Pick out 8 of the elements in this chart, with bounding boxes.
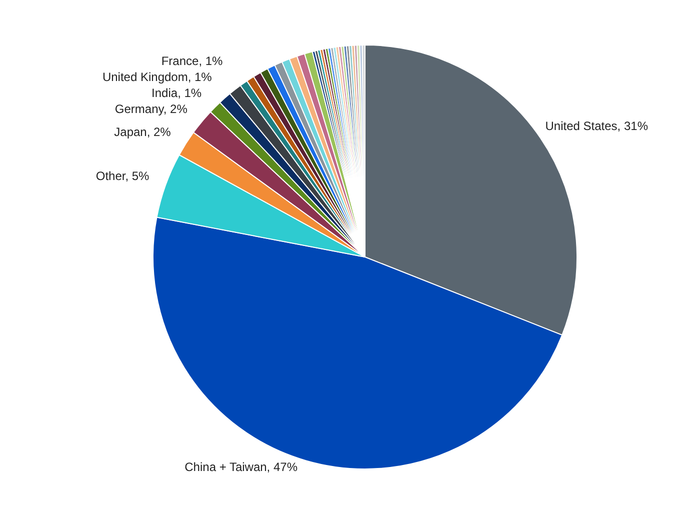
slice-label: Germany, 2%	[114, 102, 188, 116]
slice-label: India, 1%	[152, 86, 202, 100]
slice-label: United States, 31%	[545, 119, 648, 134]
slice-label: United Kingdom, 1%	[102, 70, 212, 84]
slice-label: Japan, 2%	[114, 124, 172, 139]
slice-label: Other, 5%	[96, 169, 150, 184]
slice-label: France, 1%	[161, 54, 224, 68]
slice-label: China + Taiwan, 47%	[184, 460, 298, 474]
